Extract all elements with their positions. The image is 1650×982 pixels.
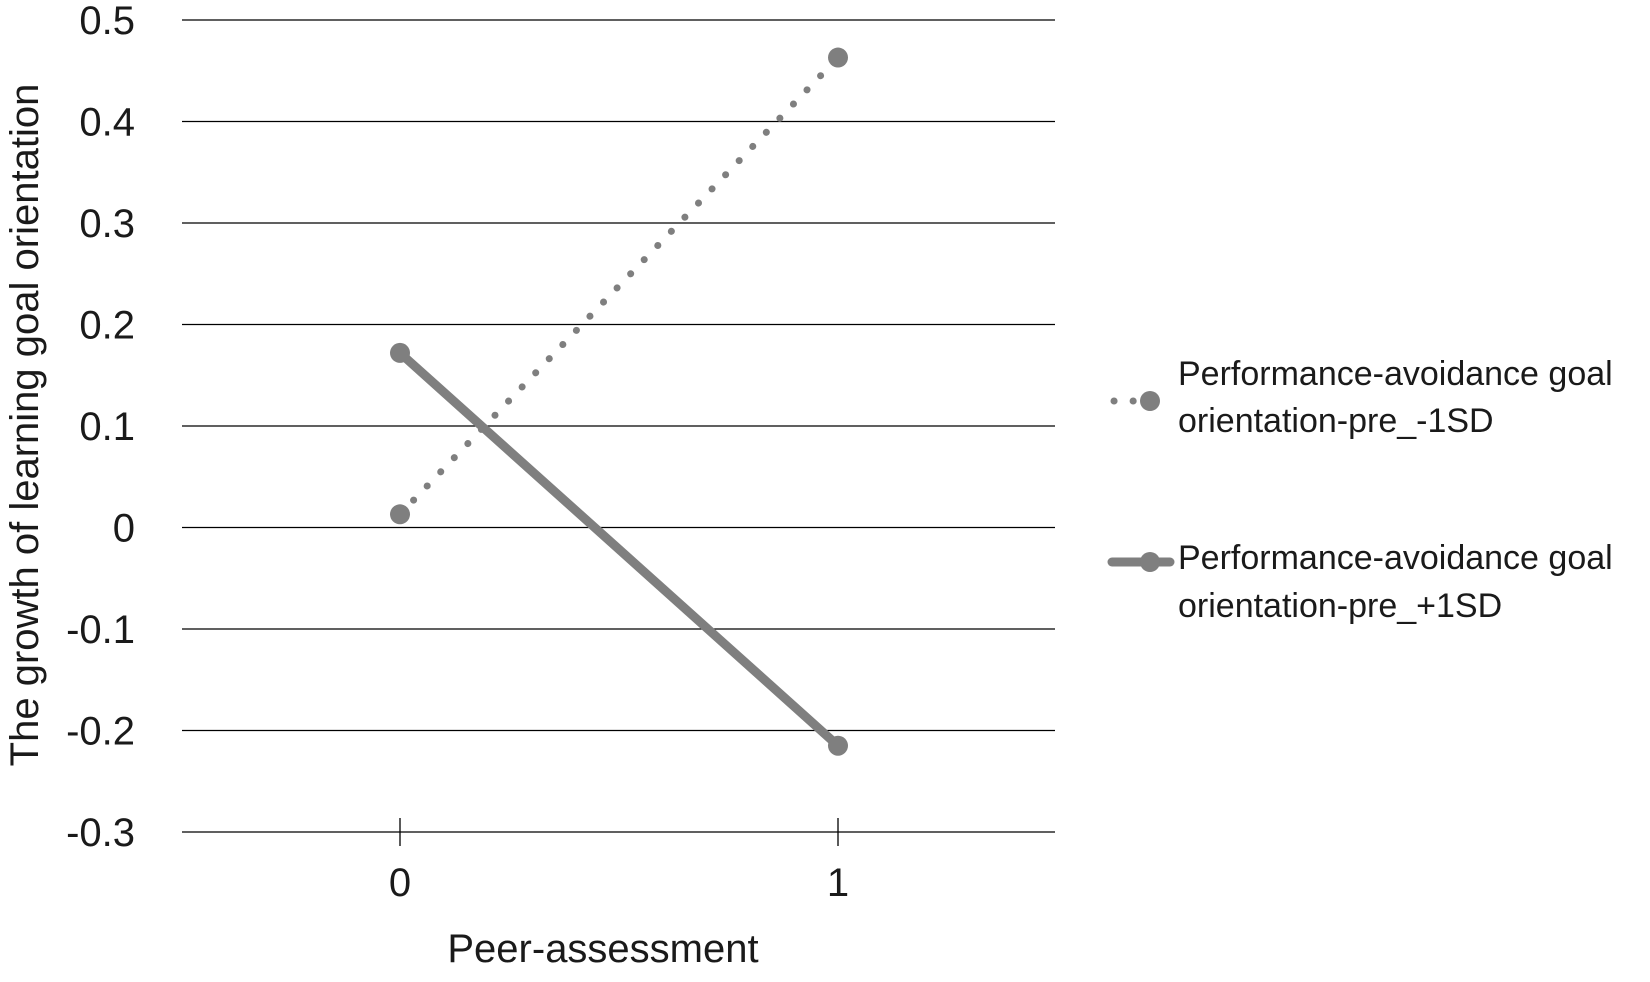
legend-label: Performance-avoidance goal (1178, 539, 1613, 577)
y-tick-label: -0.1 (66, 608, 135, 652)
data-point (828, 47, 848, 68)
series-1 (390, 47, 848, 525)
y-tick-label: 0.3 (79, 202, 135, 246)
y-tick-label: 0 (113, 507, 135, 551)
gridlines (182, 19, 1055, 732)
y-axis-tick-labels: -0.3 -0.2 -0.1 0 0.1 0.2 0.3 0.4 0.5 (66, 0, 135, 855)
data-point (390, 342, 410, 363)
y-tick-label: 0.4 (79, 101, 135, 145)
legend-label: Performance-avoidance goal (1178, 355, 1613, 393)
legend-entry-2: Performance-avoidance goal orientation-pr… (1107, 539, 1613, 625)
x-tick-label: 1 (827, 861, 849, 905)
legend-label: orientation-pre_-1SD (1178, 402, 1494, 440)
y-tick-label: 0.2 (79, 304, 135, 348)
y-tick-label: -0.2 (66, 710, 135, 754)
x-axis (182, 818, 1055, 846)
series-line (395, 348, 843, 751)
legend-marker-swatch (1140, 552, 1160, 572)
y-tick-label: -0.3 (66, 811, 135, 855)
y-axis-title: The growth of learning goal orientation (3, 84, 47, 767)
series-lines (390, 47, 848, 756)
x-tick-label: 0 (389, 861, 411, 905)
data-point (828, 735, 848, 756)
legend-entry-1: Performance-avoidance goal orientation-pr… (1110, 355, 1613, 440)
series-2 (390, 342, 848, 756)
y-tick-label: 0.1 (79, 405, 135, 449)
series-line (396, 54, 842, 518)
legend-marker-swatch (1140, 391, 1160, 411)
x-axis-title: Peer-assessment (447, 927, 758, 971)
legend: Performance-avoidance goal orientation-pr… (1107, 355, 1613, 625)
y-tick-label: 0.5 (79, 0, 135, 43)
legend-label: orientation-pre_+1SD (1178, 587, 1502, 625)
data-point (390, 504, 410, 525)
